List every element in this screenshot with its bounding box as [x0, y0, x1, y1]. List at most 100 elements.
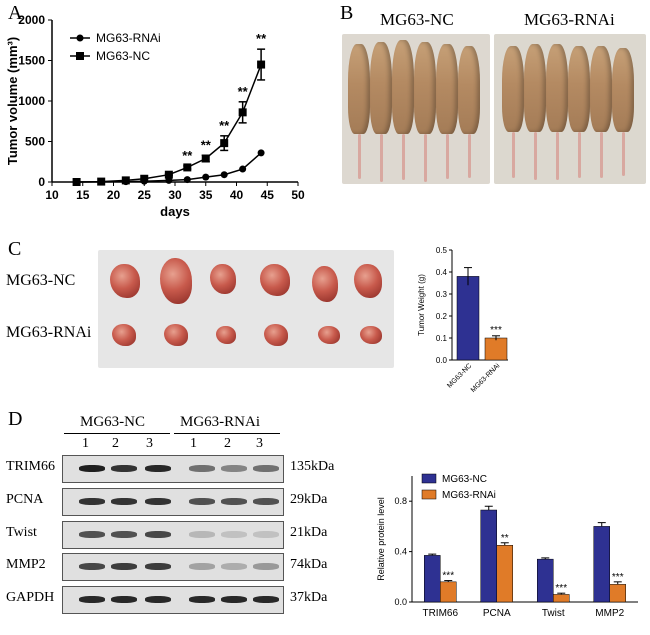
blot-strip	[62, 488, 284, 516]
legend-marker-square	[76, 52, 84, 60]
data-point-square	[164, 170, 173, 179]
legend-label: MG63-RNAi	[442, 490, 496, 501]
data-point-circle	[202, 173, 210, 181]
relative-protein-chart: 0.0 0.4 0.8 Relative protein level *** TRIM66…	[376, 473, 638, 619]
blot-band	[145, 563, 171, 570]
tumor-volume-chart: 10 15 20 25 30 35 40 45 500500100015002000daysTu…	[5, 13, 305, 219]
tumor-row-label-rnai: MG63-RNAi	[6, 324, 92, 341]
x-tick-label: 10	[45, 188, 59, 202]
bar-nc	[593, 526, 610, 603]
x-tick-label: 50	[291, 188, 305, 202]
lane-label: 2	[112, 436, 119, 451]
blot-band	[253, 531, 279, 538]
y-tick-label: 2000	[18, 13, 45, 27]
bar-rnai	[440, 581, 457, 603]
blot-band	[189, 465, 215, 472]
data-point-circle	[257, 149, 265, 157]
blot-band	[79, 498, 105, 505]
blot-band	[79, 596, 105, 603]
y-tick-label: 0.4	[436, 268, 448, 277]
bar	[484, 337, 508, 361]
y-tick-label: 0.3	[436, 290, 448, 299]
blot-band	[221, 563, 247, 570]
x-tick-label: 20	[107, 188, 121, 202]
blot-band	[145, 596, 171, 603]
significance-marker: ***	[442, 571, 454, 582]
x-tick-label: PCNA	[483, 608, 511, 619]
blot-protein-label: TRIM66	[6, 459, 55, 474]
blot-size-label: 21kDa	[290, 525, 328, 540]
blot-strip	[62, 586, 284, 614]
significance-marker: **	[201, 137, 212, 152]
blot-size-label: 74kDa	[290, 557, 328, 572]
data-point-circle	[239, 165, 247, 173]
y-tick-label: 0.4	[394, 547, 407, 557]
significance-marker: **	[256, 31, 267, 46]
y-tick-label: 0	[38, 175, 45, 189]
legend-swatch	[421, 489, 437, 500]
blot-band	[253, 465, 279, 472]
y-tick-label: 0.2	[436, 312, 448, 321]
blot-band	[253, 563, 279, 570]
panel-label-c: C	[8, 238, 22, 260]
mice-label-rnai: MG63-RNAi	[524, 10, 615, 29]
blot-group-line-rnai	[174, 433, 280, 434]
blot-group-rnai: MG63-RNAi	[180, 414, 261, 430]
significance-marker: ***	[555, 583, 567, 594]
data-point-square	[220, 139, 229, 148]
y-tick-label: 0.0	[394, 597, 407, 607]
y-tick-label: 0.1	[436, 334, 448, 343]
x-tick-label: 15	[76, 188, 90, 202]
bar-nc	[537, 558, 554, 603]
bar-rnai	[553, 594, 570, 603]
blot-band	[111, 531, 137, 538]
lane-label: 3	[146, 436, 153, 451]
blot-group-line-nc	[64, 433, 170, 434]
y-tick-label: 0.8	[394, 496, 407, 506]
blot-size-label: 135kDa	[290, 459, 335, 474]
legend-swatch	[421, 473, 437, 484]
x-tick-label: 25	[138, 188, 152, 202]
data-point-square	[72, 178, 81, 186]
y-axis-label: Relative protein level	[376, 497, 386, 581]
significance-marker: **	[219, 118, 230, 133]
significance-marker: ***	[612, 572, 624, 583]
data-point-square	[183, 163, 192, 172]
blot-band	[221, 498, 247, 505]
data-point-square	[238, 108, 247, 117]
legend-marker-circle	[76, 34, 84, 42]
blot-band	[221, 531, 247, 538]
x-tick-label: 40	[230, 188, 244, 202]
blot-band	[221, 596, 247, 603]
data-point-square	[97, 177, 106, 186]
data-point-square	[140, 174, 149, 183]
tumor-row-label-nc: MG63-NC	[6, 272, 76, 289]
blot-protein-label: MMP2	[6, 557, 46, 572]
blot-protein-label: GAPDH	[6, 590, 55, 605]
mice-photo-nc	[342, 34, 490, 184]
lane-label: 1	[82, 436, 89, 451]
tumor-weight-chart: 0.0 0.1 0.2 0.3 0.4 0.5 Tumor Weight (g) MG63-N…	[417, 246, 508, 394]
blot-strip	[62, 521, 284, 549]
y-axis-label: Tumor volume (mm³)	[5, 37, 20, 165]
mice-label-nc: MG63-NC	[380, 10, 454, 29]
lane-label: 1	[190, 436, 197, 451]
data-point-square	[121, 176, 130, 185]
panel-label-b: B	[340, 2, 354, 24]
x-tick-label: 30	[168, 188, 182, 202]
tumor-photo	[98, 250, 394, 368]
blot-band	[79, 531, 105, 538]
legend-label: MG63-RNAi	[96, 31, 161, 45]
data-point-circle	[220, 171, 228, 179]
blot-strip	[62, 553, 284, 581]
blot-band	[189, 596, 215, 603]
blot-band	[111, 596, 137, 603]
blot-band	[189, 563, 215, 570]
blot-protein-label: Twist	[6, 525, 37, 540]
mice-photo-rnai	[494, 34, 646, 184]
bar	[456, 276, 480, 361]
blot-strip	[62, 455, 284, 483]
y-tick-label: 0.0	[436, 356, 448, 365]
blot-size-label: 29kDa	[290, 492, 328, 507]
x-tick-label: MG63-NC	[446, 362, 473, 389]
